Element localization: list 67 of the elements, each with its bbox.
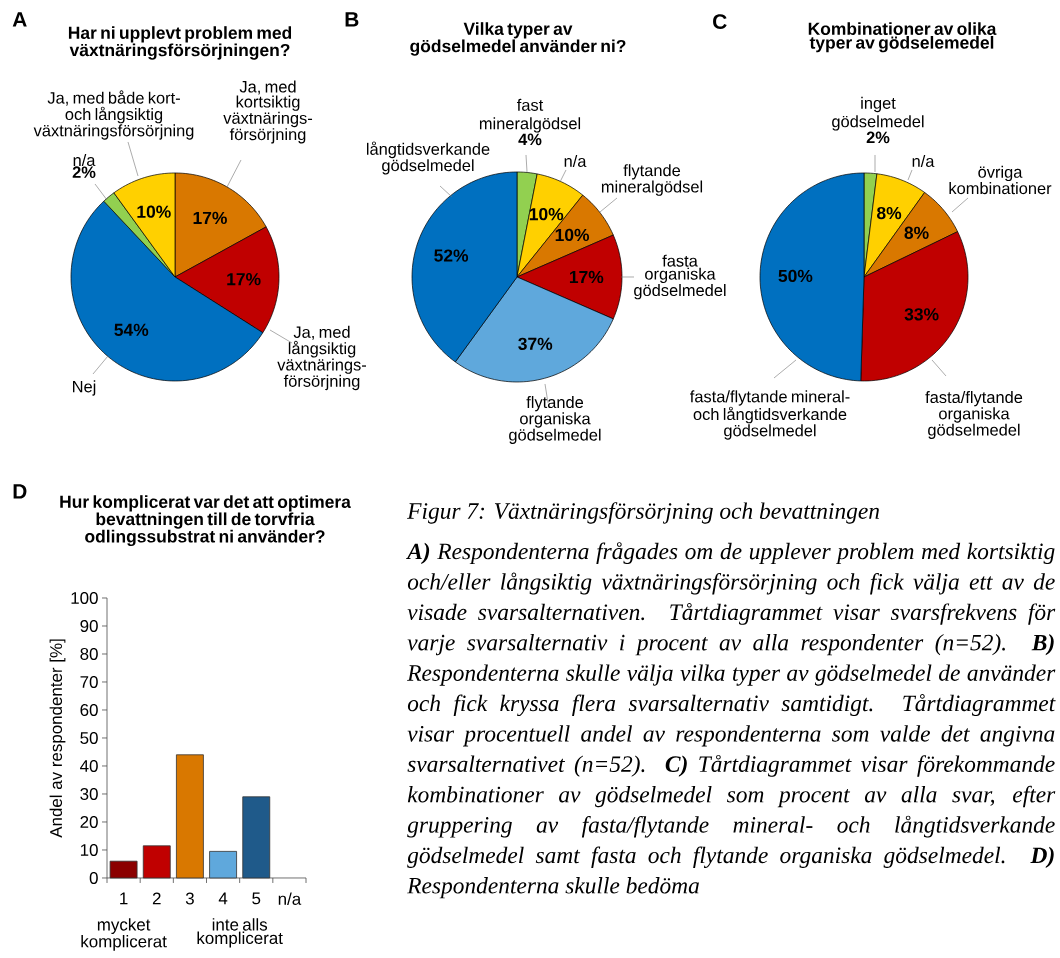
x-tick-label: 2 [152, 892, 161, 905]
slice-label: Ja, med både kort- och långsiktig växtnäringsförsörjning [33, 90, 194, 140]
data-label: 52% [434, 249, 469, 262]
slice-label: flytande mineralgödsel [601, 164, 703, 196]
slice-label: n/a [912, 154, 935, 168]
text: inte alls komplicerat [197, 918, 283, 948]
x-tick-label: 1 [120, 892, 128, 905]
text: Figur 7: Växtnäringsförsörjning och bevattningen [407, 502, 880, 524]
bar [109, 860, 138, 879]
data-label: 10% [555, 228, 590, 242]
text: D [13, 484, 27, 499]
bar [242, 796, 271, 879]
slice-label: Ja, med långsiktig växtnärings-försörjning [277, 325, 367, 391]
bar [209, 850, 237, 879]
y-tick-label: 10 [80, 843, 98, 856]
chart-title: Hur komplicerat var det att optimera bevattningen till de torvfria odlingssubstrat ni använder? [60, 495, 351, 547]
y-tick-label: 70 [80, 675, 98, 688]
data-label: 50% [778, 269, 813, 283]
text: mycket komplicerat [81, 918, 167, 951]
chart-title: Har ni upplevt problem med växtnäringsförsörjningen? [68, 26, 292, 60]
y-tick-label: 80 [80, 647, 98, 660]
slice-label: Ja, med kortsiktig växtnärings-försörjning [223, 80, 313, 144]
slice-label: Nej [73, 380, 96, 396]
data-label: 8% [876, 206, 902, 220]
x-tick-label: 5 [252, 892, 261, 905]
bar [176, 754, 204, 879]
data-label: 4% [518, 133, 542, 146]
data-label: 54% [114, 323, 149, 337]
data-label: 10% [529, 207, 564, 221]
y-tick-label: 60 [80, 703, 98, 716]
text: C [713, 14, 727, 29]
slice-label: övriga kombinationer [949, 165, 1052, 195]
text: A [12, 12, 27, 27]
text: A) Respondenterna frågades om de upplever problem med kortsiktig och/eller långsiktig växtnäringsförsörjning och fick välja ett av de visade svarsalternativen. Tårtdiagrammet visar svarsfrekvens för varje svarsalternativ i procent av alla respondenter (n=52). B) Respondenterna skulle välja vilka typer av gödselmedel de använder och fick kryssa flera svarsalternativ samtidigt. Tårtdiagrammet visar procentuell andel av respondenterna som valde det angivna svarsalternativet (n=52). C) Tårtdiagrammet visar förekommande kombinationer av gödselmedel som procent av alla svar, efter gruppering av fasta/flytande mineral- och långtidsverkande gödselmedel samt fasta och flytande organiska gödselmedel. D) Respondenterna skulle bedöma [405, 542, 1056, 899]
y-tick-label: 30 [80, 787, 98, 800]
slice-label: fasta/flytande organiska gödselmedel [925, 391, 1023, 439]
data-label: 17% [227, 272, 261, 286]
y-tick-label: 100 [71, 591, 98, 604]
x-tick-label: n/a [278, 892, 302, 905]
slice-label: n/a [564, 154, 587, 168]
slice-label: fast mineralgödsel [479, 98, 581, 133]
text: B [345, 12, 359, 27]
data-label: 17% [193, 211, 227, 225]
data-label: 17% [569, 270, 604, 284]
x-tick-label: 4 [218, 892, 228, 905]
data-label: 2% [72, 166, 96, 178]
data-label: 33% [904, 308, 939, 321]
slice-label: fasta organiska gödselmedel [634, 254, 726, 300]
slice-label: inget gödselmedel [832, 96, 924, 131]
y-tick-label: 20 [80, 815, 98, 828]
data-label: 10% [137, 205, 171, 218]
y-tick-label: 0 [89, 871, 98, 884]
data-label: 8% [904, 226, 929, 239]
data-label: 2% [866, 131, 890, 144]
slice-label: fasta/flytande mineral- och långtidsverkande gödselmedel [690, 390, 850, 440]
y-tick-label: 50 [80, 731, 98, 744]
chart-title: Kombinationer av olika typer av gödselemedel [808, 22, 997, 53]
x-tick-label: 3 [185, 892, 194, 905]
slice-label: n/a [73, 154, 96, 167]
data-label: 37% [518, 337, 553, 351]
chart-title: Vilka typer av gödselmedel använder ni? [410, 22, 626, 56]
y-tick-label: 90 [80, 619, 98, 632]
bar [142, 845, 171, 879]
y-axis-title: Andel av respondenter [%] [49, 639, 66, 838]
y-tick-label: 40 [80, 759, 98, 772]
slice-label: flytande organiska gödselmedel [509, 396, 601, 444]
slice-label: långtidsverkande gödselmedel [366, 141, 490, 175]
